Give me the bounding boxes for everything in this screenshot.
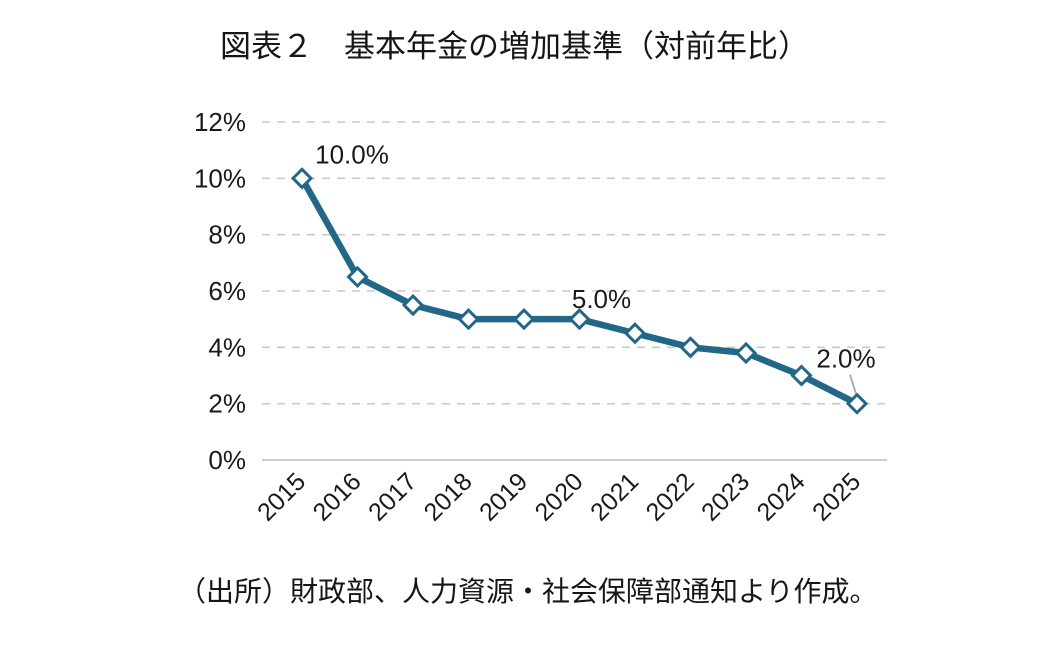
annotation-leader-line — [849, 374, 857, 394]
x-axis-tick-label: 2019 — [474, 467, 533, 526]
y-axis-tick-label: 0% — [208, 445, 246, 475]
data-point-marker — [290, 167, 314, 190]
x-axis-tick-label: 2023 — [696, 467, 755, 526]
x-axis-tick-label: 2016 — [308, 467, 367, 526]
data-point-marker — [512, 308, 536, 331]
x-axis-tick-label: 2015 — [252, 467, 311, 526]
data-point-marker — [679, 336, 702, 359]
source-note: （出所）財政部、人力資源・社会保障部通知より作成。 — [178, 576, 878, 607]
data-point-marker — [790, 364, 813, 387]
x-axis-tick-label: 2025 — [807, 467, 866, 526]
data-point-marker — [457, 308, 480, 331]
y-axis-tick-label: 4% — [208, 332, 246, 362]
data-label: 2.0% — [816, 344, 875, 374]
x-axis-tick-label: 2024 — [752, 467, 811, 526]
pension-line-chart: 0% 2% 4% 6% 8% 10% 12% 201520162017201820192020… — [194, 107, 887, 527]
x-axis-tick-label: 2021 — [585, 467, 644, 526]
data-point-marker — [346, 265, 369, 289]
x-axis-tick-label: 2018 — [419, 467, 478, 526]
y-axis-tick-label: 10% — [194, 163, 246, 193]
data-point-marker — [401, 293, 425, 317]
y-axis-tick-label: 12% — [194, 107, 246, 137]
chart-title: 図表２ 基本年金の増加基準（対前年比） — [220, 29, 809, 64]
y-axis-tick-label: 8% — [208, 220, 246, 250]
data-point-marker — [623, 322, 647, 345]
x-axis-tick-label: 2017 — [363, 467, 422, 526]
y-axis-tick-label: 6% — [208, 276, 246, 306]
x-axis-tick-label: 2022 — [641, 467, 700, 526]
data-label: 5.0% — [572, 284, 631, 314]
x-axis-tick-label: 2020 — [530, 467, 589, 526]
data-point-marker — [845, 392, 869, 415]
y-axis-tick-label: 2% — [208, 389, 246, 419]
data-point-marker — [734, 341, 758, 365]
data-label: 10.0% — [315, 139, 389, 169]
data-point-marker — [568, 308, 591, 331]
